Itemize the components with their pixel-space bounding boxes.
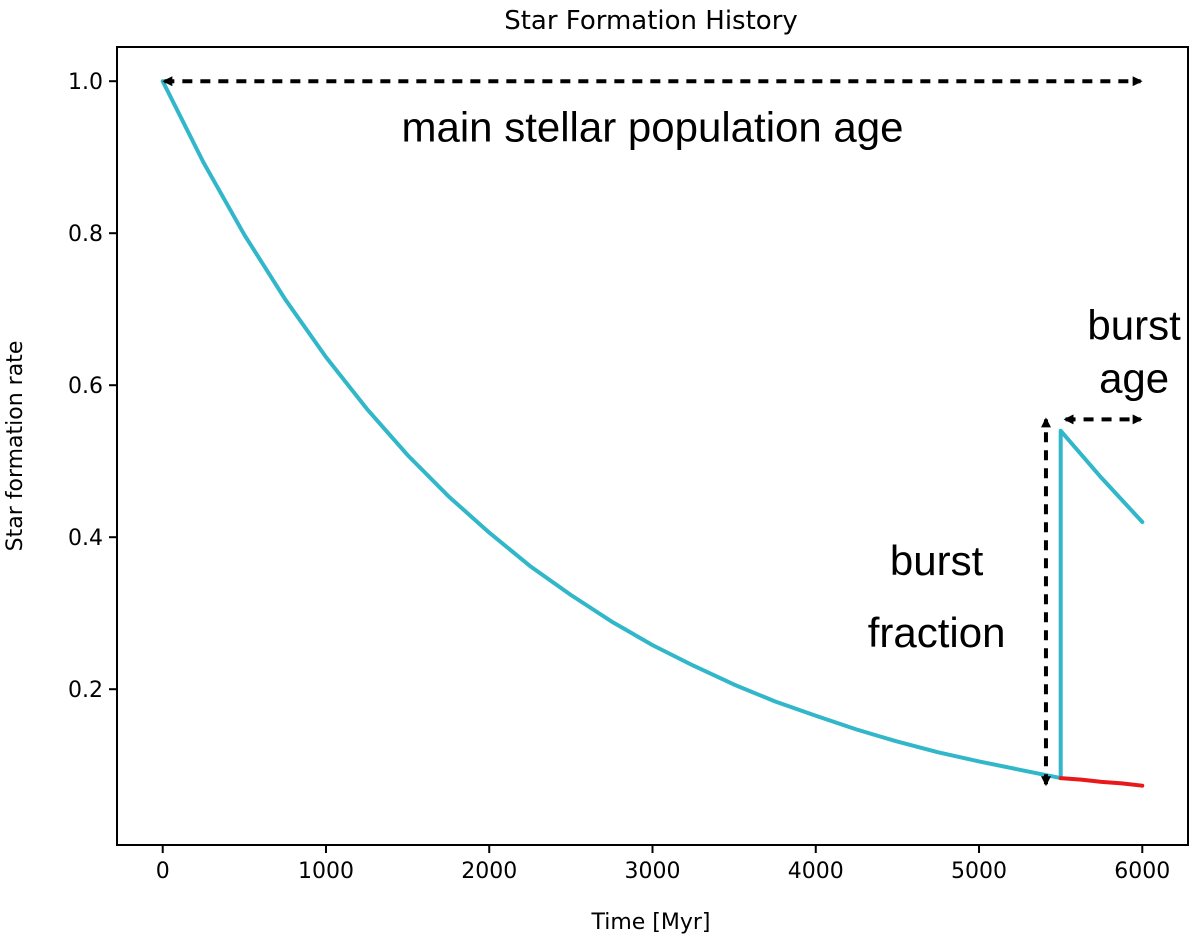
arrow-layer	[162, 76, 1143, 787]
y-tick-label: 0.6	[68, 374, 103, 399]
chart-title: Star Formation History	[504, 6, 798, 36]
annotation-label-1: burst	[1087, 301, 1181, 348]
y-tick-label: 1.0	[68, 70, 103, 95]
series-layer	[160, 79, 1145, 788]
annotation-label-3: burst	[890, 537, 984, 584]
x-axis-title: Time [Myr]	[590, 910, 710, 935]
y-tick-label: 0.8	[68, 222, 103, 247]
x-axis: 0 1000 2000 3000 4000 5000 6000	[156, 845, 1170, 884]
y-axis-title: Star formation rate	[3, 341, 28, 552]
plot-frame	[116, 46, 1189, 846]
annotation-label-4: fraction	[868, 609, 1006, 656]
x-tick-label: 3000	[625, 859, 681, 884]
x-tick-label: 4000	[788, 859, 844, 884]
y-axis: 0.2 0.4 0.6 0.8 1.0	[68, 70, 117, 703]
y-tick-label: 0.2	[68, 678, 103, 703]
x-tick-label: 2000	[461, 859, 517, 884]
annotation-layer: main stellar population age burst age burst…	[402, 104, 1182, 656]
annotation-label-2: age	[1099, 354, 1169, 401]
annotation-label-0: main stellar population age	[402, 104, 904, 151]
y-tick-label: 0.4	[68, 526, 103, 551]
series-line-1	[1058, 776, 1145, 788]
plot-area: main stellar population age burst age burst…	[116, 46, 1189, 846]
x-tick-label: 6000	[1114, 859, 1170, 884]
x-tick-label: 5000	[951, 859, 1007, 884]
x-tick-label: 1000	[298, 859, 354, 884]
x-tick-label: 0	[156, 859, 170, 884]
series-line-0	[160, 79, 1145, 781]
